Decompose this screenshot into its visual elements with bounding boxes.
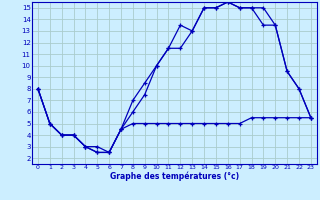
X-axis label: Graphe des températures (°c): Graphe des températures (°c)	[110, 172, 239, 181]
